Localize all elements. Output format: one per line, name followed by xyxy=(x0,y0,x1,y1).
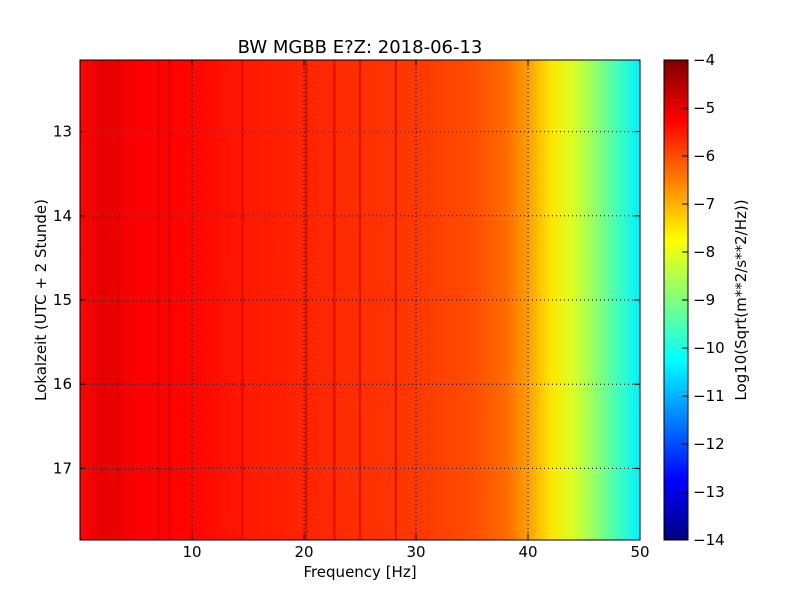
colorbar-tick-label: −9 xyxy=(693,291,715,309)
y-axis-ticks: 13 14 15 16 17 xyxy=(53,123,640,477)
y-tick-label: 17 xyxy=(53,459,72,477)
x-tick-label: 20 xyxy=(294,543,313,561)
colorbar-tick-label: −7 xyxy=(693,195,715,213)
colorbar-tick-label: −8 xyxy=(693,243,715,261)
colorbar-tick-label: −10 xyxy=(693,339,725,357)
colorbar-tick-label: −12 xyxy=(693,435,725,453)
colorbar-tick-label: −5 xyxy=(693,99,715,117)
colorbar-tick-label: −13 xyxy=(693,483,725,501)
y-axis-label: Lokalzeit (UTC + 2 Stunde) xyxy=(32,199,50,401)
grid-lines xyxy=(80,60,640,540)
x-axis-ticks: 10 20 30 40 50 xyxy=(182,60,650,561)
colorbar-tick-label: −6 xyxy=(693,147,715,165)
colorbar-tick-label: −4 xyxy=(693,51,715,69)
chart-title: BW MGBB E?Z: 2018-06-13 xyxy=(238,37,483,58)
x-tick-label: 10 xyxy=(182,543,201,561)
y-tick-label: 14 xyxy=(53,207,72,225)
colorbar: −4 −5 −6 −7 −8 −9 −10 −11 −12 −13 −14 Log10(Sqrt(m… xyxy=(663,51,750,549)
spectral-lines xyxy=(116,60,398,540)
x-tick-label: 50 xyxy=(630,543,649,561)
y-tick-label: 16 xyxy=(53,375,72,393)
x-tick-label: 30 xyxy=(406,543,425,561)
colorbar-label: Log10(Sqrt(m**2/s**2/Hz)) xyxy=(732,199,750,400)
x-axis-label: Frequency [Hz] xyxy=(303,563,416,581)
colorbar-tick-label: −14 xyxy=(693,531,725,549)
y-tick-label: 15 xyxy=(53,291,72,309)
colorbar-tick-label: −11 xyxy=(693,387,725,405)
y-tick-label: 13 xyxy=(53,123,72,141)
plot-area: 10 20 30 40 50 13 14 15 16 17 xyxy=(53,59,650,561)
colorbar-ticks: −4 −5 −6 −7 −8 −9 −10 −11 −12 −13 −14 xyxy=(682,51,725,549)
x-tick-label: 40 xyxy=(518,543,537,561)
